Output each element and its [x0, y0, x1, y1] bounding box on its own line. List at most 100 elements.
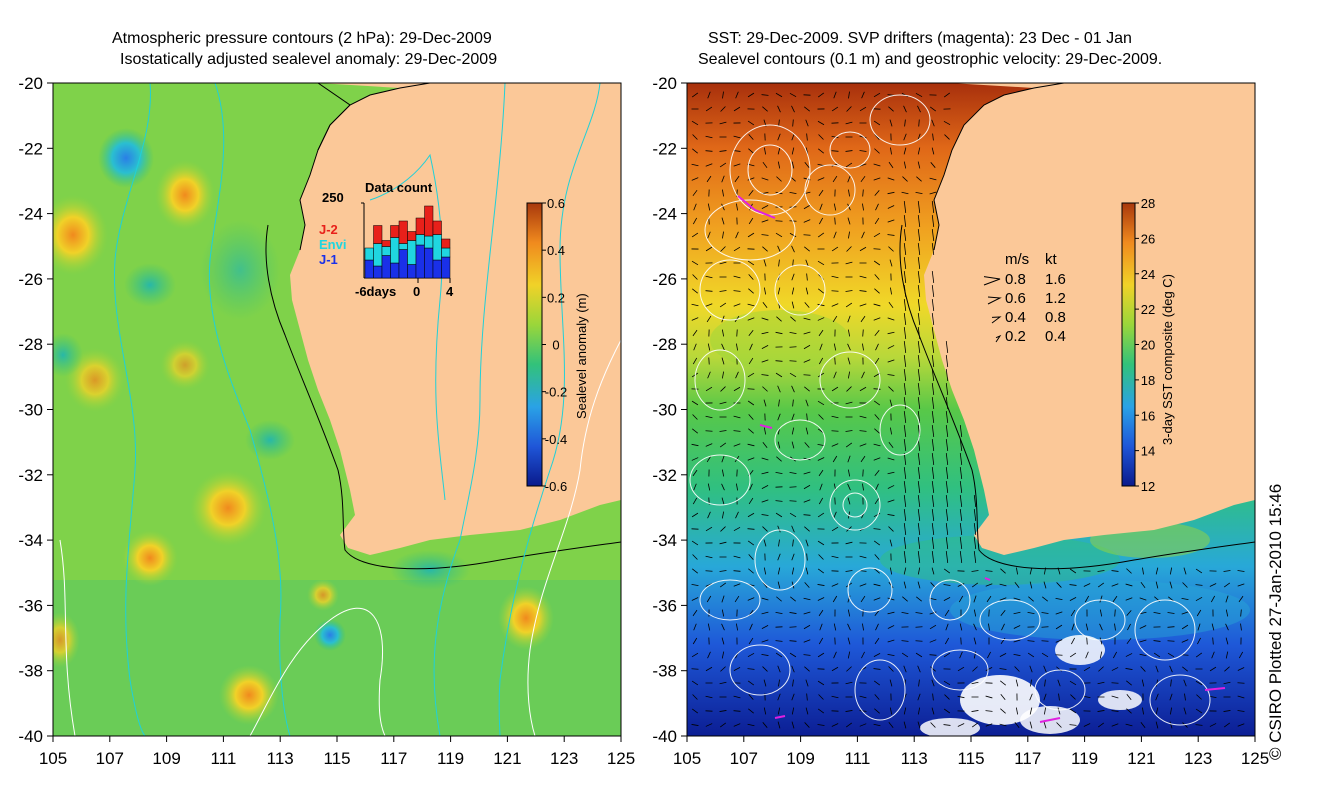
- velocity-vector: [903, 214, 907, 228]
- velocity-vector: [691, 652, 699, 658]
- velocity-vector: [1069, 680, 1077, 686]
- velocity-vector: [873, 597, 881, 601]
- velocity-vector: [1041, 652, 1049, 658]
- x-tick-label: 117: [380, 749, 407, 768]
- velocity-vector: [987, 651, 991, 659]
- data-count-inset: 250 Data count -6days 0 4 J-2 Envi J-1: [319, 180, 454, 299]
- velocity-vector: [945, 340, 949, 354]
- velocity-vector: [706, 175, 712, 183]
- velocity-vector: [959, 550, 963, 564]
- velocity-vector: [775, 220, 783, 222]
- inset-bar-envi: [381, 246, 391, 256]
- velocity-vector: [1027, 652, 1035, 658]
- velocity-vector: [817, 708, 825, 714]
- velocity-vector: [776, 316, 782, 322]
- velocity-vector: [748, 497, 754, 505]
- velocity-vector: [931, 410, 935, 424]
- velocity-vector: [957, 583, 965, 587]
- velocity-vector: [761, 345, 769, 349]
- velocity-vector: [1139, 625, 1147, 629]
- colorbar-tick-label: -0.6: [545, 479, 567, 494]
- velocity-vector: [1142, 707, 1144, 715]
- velocity-vector: [873, 583, 881, 587]
- velocity-vector: [999, 668, 1007, 670]
- velocity-vector: [1099, 637, 1103, 645]
- velocity-legend-header-kt: kt: [1045, 251, 1058, 268]
- inset-bar-j-2: [373, 225, 383, 244]
- velocity-vector: [903, 161, 907, 169]
- velocity-vector: [1083, 666, 1091, 672]
- velocity-vector: [903, 105, 907, 113]
- velocity-vector: [903, 424, 907, 438]
- colorbar-tick-label: 0.6: [547, 196, 565, 211]
- velocity-vector: [847, 483, 851, 491]
- inset-bar-envi: [390, 237, 400, 264]
- velocity-vector: [917, 105, 921, 113]
- velocity-vector: [1043, 581, 1047, 589]
- velocity-vector: [719, 290, 727, 292]
- velocity-vector: [860, 455, 866, 463]
- velocity-vector: [747, 388, 755, 390]
- velocity-vector: [875, 483, 879, 491]
- velocity-vector: [1112, 651, 1118, 659]
- velocity-vector: [903, 340, 907, 354]
- inset-bar-envi: [364, 247, 374, 261]
- velocity-vector: [901, 652, 909, 658]
- velocity-vector: [901, 611, 909, 615]
- velocity-vector: [706, 455, 712, 463]
- velocity-vector: [874, 330, 880, 336]
- velocity-vector: [791, 161, 795, 169]
- velocity-vector: [1155, 581, 1159, 589]
- velocity-vector: [943, 584, 951, 586]
- velocity-vector: [845, 442, 853, 448]
- velocity-vector: [834, 357, 836, 365]
- velocity-vector: [733, 583, 741, 587]
- velocity-vector: [778, 539, 780, 547]
- velocity-vector: [1155, 665, 1159, 673]
- velocity-vector: [692, 288, 698, 294]
- right-colorbar: 28 26 24 22 20 18 16 14 12 3-day SST composite (…: [1121, 196, 1175, 494]
- velocity-vector: [887, 345, 895, 349]
- velocity-vector: [691, 680, 699, 686]
- velocity-vector: [862, 329, 864, 337]
- velocity-vector: [1097, 722, 1105, 728]
- velocity-vector: [929, 177, 937, 181]
- velocity-vector: [917, 494, 921, 508]
- velocity-vector: [735, 511, 739, 519]
- velocity-vector: [748, 414, 754, 420]
- velocity-vector: [833, 371, 837, 379]
- velocity-vector: [777, 707, 781, 715]
- velocity-vector: [874, 637, 880, 645]
- velocity-vector: [721, 609, 725, 617]
- velocity-vector: [804, 442, 810, 448]
- velocity-vector: [845, 570, 853, 572]
- inset-bar-envi: [398, 243, 408, 250]
- velocity-vector: [945, 382, 949, 396]
- velocity-vector: [1099, 651, 1103, 659]
- velocity-vector: [1238, 651, 1244, 659]
- velocity-vector: [971, 710, 979, 712]
- velocity-vector: [1013, 597, 1021, 601]
- velocity-vector: [792, 679, 794, 687]
- y-tick-label: -34: [652, 531, 677, 550]
- velocity-vector: [762, 386, 768, 392]
- velocity-vector: [873, 528, 881, 530]
- velocity-vector: [985, 710, 993, 712]
- velocity-vector: [832, 315, 838, 323]
- velocity-vector: [1156, 679, 1158, 687]
- velocity-vector: [848, 91, 850, 99]
- velocity-vector: [847, 497, 851, 505]
- velocity-vector: [803, 639, 811, 643]
- velocity-vector: [862, 483, 864, 491]
- velocity-vector: [1097, 570, 1105, 572]
- velocity-vector: [817, 92, 825, 98]
- velocity-vector: [889, 679, 893, 687]
- velocity-vector: [845, 430, 853, 432]
- left-colorbar: 0.6 0.4 0.2 0 -0.2 -0.4 -0.6 Sealevel anomaly …: [526, 196, 589, 494]
- velocity-vector: [1071, 623, 1075, 631]
- velocity-vector: [873, 540, 881, 546]
- velocity-vector: [733, 710, 741, 712]
- velocity-vector: [707, 203, 711, 211]
- velocity-vector: [707, 651, 711, 659]
- velocity-vector: [791, 665, 795, 673]
